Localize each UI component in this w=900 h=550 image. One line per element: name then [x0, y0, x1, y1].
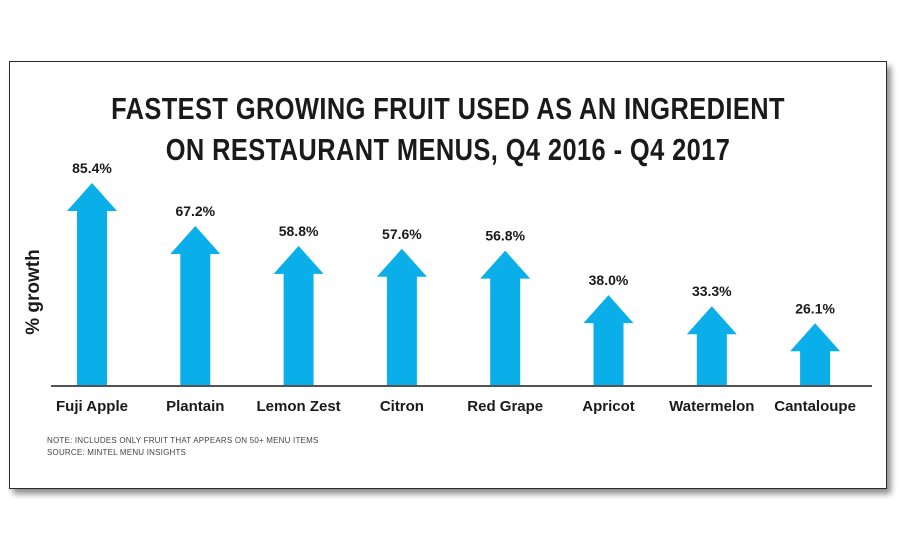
bar-fuji-apple — [67, 183, 117, 385]
chart-source: SOURCE: MINTEL MENU INSIGHTS — [47, 448, 187, 457]
value-label-red-grape: 56.8% — [485, 228, 525, 244]
category-label-lemon-zest: Lemon Zest — [257, 398, 341, 415]
chart-note: NOTE: INCLUDES ONLY FRUIT THAT APPEARS O… — [47, 436, 319, 445]
bar-watermelon — [686, 306, 737, 385]
bar-citron — [376, 248, 427, 385]
chart-card: FASTEST GROWING FRUIT USED AS AN INGREDI… — [9, 61, 887, 489]
bar-red-grape — [480, 250, 531, 385]
value-label-lemon-zest: 58.8% — [279, 223, 319, 239]
value-label-watermelon: 33.3% — [692, 283, 732, 299]
chart-title-line2: ON RESTAURANT MENUS, Q4 2016 - Q4 2017 — [165, 132, 731, 167]
value-label-cantaloupe: 26.1% — [795, 300, 835, 316]
value-label-fuji-apple: 85.4% — [72, 160, 112, 176]
category-label-citron: Citron — [380, 398, 424, 415]
category-label-plantain: Plantain — [166, 398, 224, 415]
category-label-red-grape: Red Grape — [467, 398, 543, 415]
bar-apricot — [583, 295, 634, 385]
value-label-plantain: 67.2% — [175, 203, 215, 219]
bar-plantain — [170, 226, 221, 385]
category-label-apricot: Apricot — [582, 398, 635, 415]
chart-title-line1: FASTEST GROWING FRUIT USED AS AN INGREDI… — [111, 91, 785, 126]
bar-cantaloupe — [790, 323, 841, 385]
bar-chart-plot: 85.4% 67.2% 58.8% 57.6% 56.8% 38.0% 33.3% 26.1%… — [51, 160, 872, 415]
category-label-fuji-apple: Fuji Apple — [56, 398, 128, 415]
bar-lemon-zest — [273, 245, 324, 385]
category-label-watermelon: Watermelon — [669, 398, 754, 415]
value-label-apricot: 38.0% — [589, 272, 629, 288]
value-label-citron: 57.6% — [382, 226, 422, 242]
category-label-cantaloupe: Cantaloupe — [774, 398, 856, 415]
